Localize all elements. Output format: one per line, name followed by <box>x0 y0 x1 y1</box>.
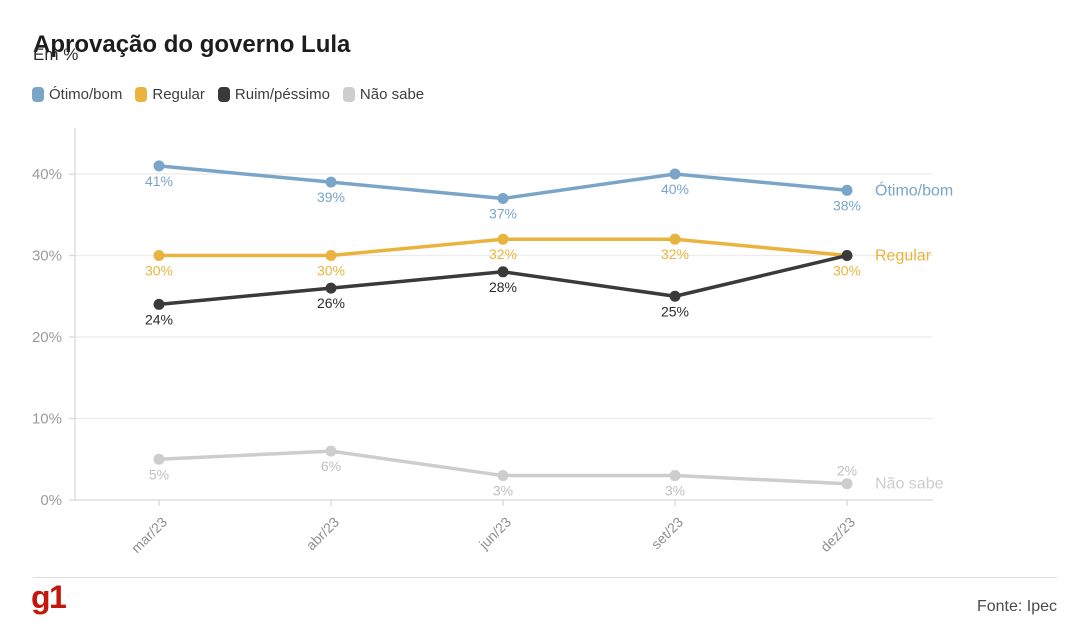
y-tick-label: 30% <box>32 248 62 265</box>
point-label-regular: 32% <box>661 246 689 262</box>
data-point-nao-sabe <box>497 470 509 482</box>
data-point-otimo-bom <box>153 160 165 172</box>
point-label-otimo-bom: 39% <box>317 189 345 205</box>
y-tick-label: 40% <box>32 166 62 183</box>
point-label-regular: 30% <box>317 263 345 279</box>
x-tick-label: dez/23 <box>817 514 858 555</box>
legend-label: Regular <box>152 86 205 103</box>
data-point-otimo-bom <box>669 168 681 180</box>
series-end-label-nao-sabe: Não sabe <box>875 476 944 493</box>
data-point-otimo-bom <box>325 176 337 188</box>
series-end-label-regular: Regular <box>875 248 932 265</box>
data-point-nao-sabe <box>153 453 165 465</box>
point-label-ruim-pessimo: 28% <box>489 279 517 295</box>
legend-label: Não sabe <box>359 86 425 103</box>
data-point-regular <box>325 250 337 261</box>
point-label-nao-sabe: 6% <box>321 458 341 474</box>
point-label-regular: 32% <box>489 246 517 262</box>
legend-item-ruim-pessimo: Ruim/péssimo <box>217 86 330 103</box>
chart-title: Aprovação do governo Lula <box>33 31 351 59</box>
point-label-otimo-bom: 41% <box>145 173 173 189</box>
data-point-otimo-bom <box>841 184 853 196</box>
data-point-regular <box>669 233 681 245</box>
series-end-label-otimo-bom: Ótimo/bom <box>875 180 953 199</box>
footer-divider <box>33 577 1057 578</box>
data-point-otimo-bom <box>497 192 509 204</box>
data-point-ruim-pessimo <box>325 282 337 294</box>
data-point-ruim-pessimo <box>841 250 853 261</box>
point-label-nao-sabe: 2% <box>837 463 857 479</box>
legend-swatch-icon <box>32 87 44 102</box>
source-label: Fonte: Ipec <box>976 598 1057 615</box>
legend: Ótimo/bom Regular Ruim/péssimo Não sabe <box>32 86 424 103</box>
g1-logo: g1 <box>31 579 67 615</box>
y-tick-label: 0% <box>40 492 62 509</box>
data-point-ruim-pessimo <box>497 266 509 278</box>
point-label-regular: 30% <box>145 263 173 279</box>
data-point-nao-sabe <box>841 478 853 490</box>
legend-label: Ótimo/bom <box>49 86 123 103</box>
legend-item-regular: Regular <box>135 86 205 103</box>
point-label-ruim-pessimo: 24% <box>145 311 173 327</box>
chart-subtitle: Em % <box>33 45 79 64</box>
legend-swatch-icon <box>342 87 355 102</box>
point-label-nao-sabe: 5% <box>149 466 169 482</box>
point-label-otimo-bom: 40% <box>661 181 689 197</box>
point-label-otimo-bom: 37% <box>489 205 517 221</box>
legend-item-nao-sabe: Não sabe <box>342 86 425 103</box>
point-label-regular: 30% <box>833 263 861 279</box>
x-tick-label: mar/23 <box>128 514 170 556</box>
x-tick-label: set/23 <box>648 514 686 552</box>
line-chart: 0% 10% 20% 30% 40% mar/23 abr/23 jun/23 set/23 de… <box>32 128 953 556</box>
point-label-ruim-pessimo: 25% <box>661 303 689 319</box>
point-label-nao-sabe: 3% <box>665 483 685 499</box>
x-tick-label: abr/23 <box>303 514 343 554</box>
data-point-ruim-pessimo <box>153 298 165 310</box>
y-tick-label: 20% <box>32 329 62 346</box>
point-label-ruim-pessimo: 26% <box>317 295 345 311</box>
point-label-nao-sabe: 3% <box>493 483 513 499</box>
data-point-ruim-pessimo <box>669 290 681 302</box>
data-point-nao-sabe <box>669 470 681 482</box>
legend-swatch-icon <box>135 87 148 102</box>
data-point-regular <box>153 250 165 261</box>
data-point-regular <box>497 233 509 245</box>
x-tick-label: jun/23 <box>475 514 514 553</box>
y-tick-label: 10% <box>32 411 62 428</box>
data-point-nao-sabe <box>325 445 337 457</box>
legend-swatch-icon <box>217 87 230 102</box>
point-label-otimo-bom: 38% <box>833 197 861 213</box>
legend-item-otimo-bom: Ótimo/bom <box>32 86 122 103</box>
legend-label: Ruim/péssimo <box>234 86 330 103</box>
